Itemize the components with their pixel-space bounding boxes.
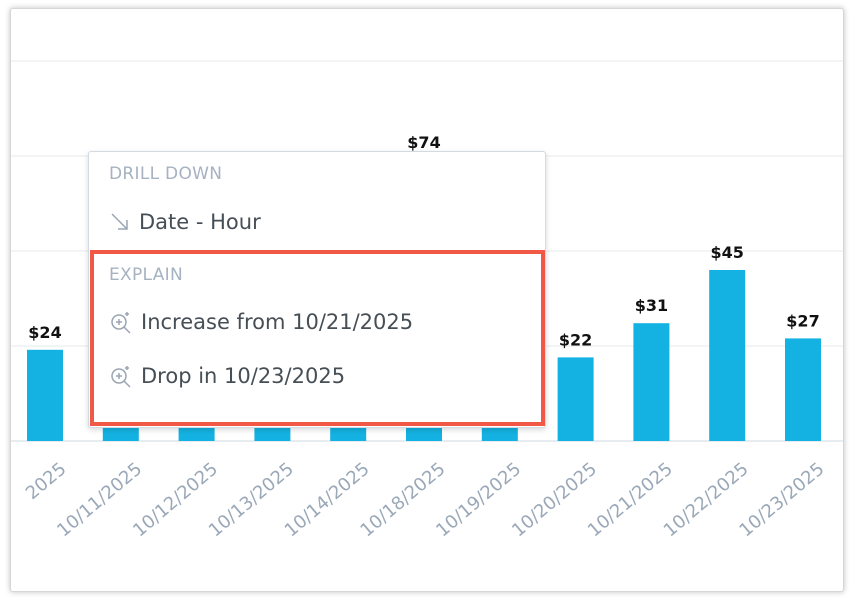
menu-item-label: Drop in 10/23/2025 [141, 364, 346, 388]
value-label: $27 [786, 311, 819, 330]
bar [785, 338, 821, 441]
bar [709, 270, 746, 441]
value-label: $24 [28, 323, 61, 342]
bar [27, 349, 63, 441]
x-tick-label: 2025 [22, 459, 71, 505]
bar [633, 323, 670, 441]
explain-icon [111, 366, 131, 388]
value-label: $74 [407, 133, 440, 152]
section-title: DRILL DOWN [109, 164, 223, 184]
menu-item-label: Increase from 10/21/2025 [141, 310, 414, 334]
menu-item[interactable]: Date - Hour [109, 210, 261, 234]
section-title: EXPLAIN [109, 265, 183, 285]
value-label: $45 [710, 243, 743, 262]
highlight-box [90, 250, 545, 426]
context-menu: DRILL DOWN Date - Hour EXPLAIN Increase … [88, 151, 546, 428]
explain-icon [111, 312, 131, 334]
menu-item-label: Date - Hour [139, 210, 261, 234]
value-label: $31 [635, 296, 668, 315]
menu-item[interactable]: Increase from 10/21/2025 [109, 310, 413, 334]
drill-icon [111, 213, 128, 230]
bar [557, 357, 594, 441]
menu-item[interactable]: Drop in 10/23/2025 [109, 364, 345, 388]
value-label: $22 [559, 330, 592, 349]
